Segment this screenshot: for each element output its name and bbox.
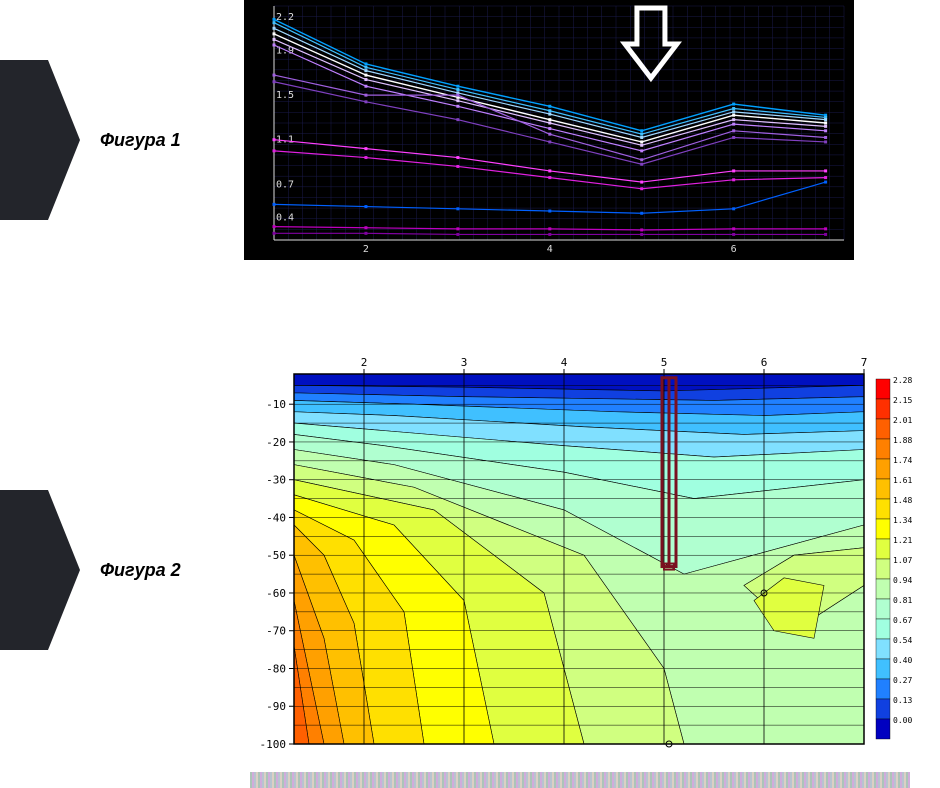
svg-text:1.88: 1.88	[893, 436, 912, 445]
fig2-chart: 2 3 4 5 6 7 -10 -20 -30 -40 -50 -60 -70 -80 -90 -100 2.2…	[244, 352, 934, 752]
svg-text:1.74: 1.74	[893, 456, 912, 465]
svg-text:1.48: 1.48	[893, 496, 912, 505]
svg-text:6: 6	[731, 244, 737, 255]
fig1-label-block: Фигура 1	[0, 60, 181, 220]
svg-text:1.5: 1.5	[276, 90, 294, 101]
svg-text:2.28: 2.28	[893, 376, 912, 385]
svg-text:5: 5	[661, 356, 668, 369]
svg-text:-40: -40	[266, 511, 286, 524]
svg-text:3: 3	[461, 356, 468, 369]
svg-text:0.81: 0.81	[893, 596, 912, 605]
svg-text:2: 2	[363, 244, 369, 255]
svg-text:-80: -80	[266, 662, 286, 675]
svg-text:7: 7	[861, 356, 868, 369]
svg-text:0.27: 0.27	[893, 676, 912, 685]
svg-text:0.67: 0.67	[893, 616, 912, 625]
svg-text:-20: -20	[266, 436, 286, 449]
svg-text:1.61: 1.61	[893, 476, 912, 485]
fig1-label: Фигура 1	[100, 130, 181, 151]
chevron-icon	[0, 60, 80, 220]
svg-text:-90: -90	[266, 700, 286, 713]
svg-text:6: 6	[761, 356, 768, 369]
fig1-chart: 0.40.71.11.51.92.2246	[244, 0, 854, 260]
svg-text:2.01: 2.01	[893, 416, 912, 425]
svg-text:-100: -100	[260, 738, 287, 751]
svg-text:1.07: 1.07	[893, 556, 912, 565]
svg-text:0.54: 0.54	[893, 636, 912, 645]
svg-text:-30: -30	[266, 474, 286, 487]
svg-text:2: 2	[361, 356, 368, 369]
fig2-label-block: Фигура 2	[0, 490, 181, 650]
noise-bar	[250, 772, 910, 788]
svg-text:0.13: 0.13	[893, 696, 912, 705]
fig2-label: Фигура 2	[100, 560, 181, 581]
chevron-icon	[0, 490, 80, 650]
svg-text:0.4: 0.4	[276, 213, 294, 224]
svg-text:-70: -70	[266, 625, 286, 638]
svg-text:-50: -50	[266, 549, 286, 562]
svg-text:-60: -60	[266, 587, 286, 600]
svg-text:0.40: 0.40	[893, 656, 912, 665]
svg-text:0.00: 0.00	[893, 716, 912, 725]
svg-text:1.34: 1.34	[893, 516, 912, 525]
svg-text:2.15: 2.15	[893, 396, 912, 405]
svg-text:0.7: 0.7	[276, 179, 294, 190]
svg-text:1.21: 1.21	[893, 536, 912, 545]
svg-text:4: 4	[547, 244, 553, 255]
svg-text:0.94: 0.94	[893, 576, 912, 585]
svg-text:4: 4	[561, 356, 568, 369]
svg-text:-10: -10	[266, 398, 286, 411]
